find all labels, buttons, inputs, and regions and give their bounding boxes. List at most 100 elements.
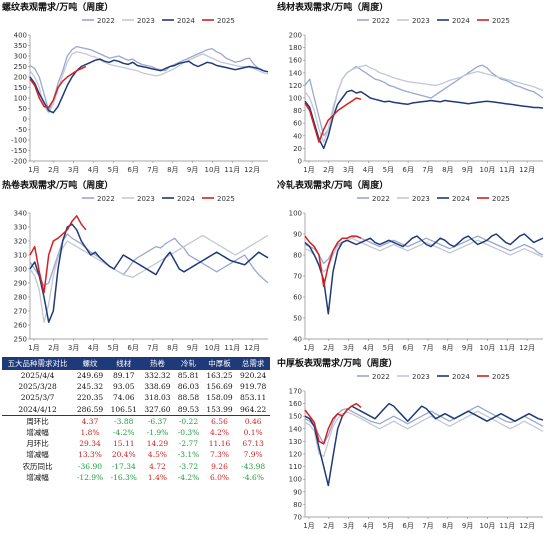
y-tick-label: 0 <box>298 158 302 166</box>
table-cell: 6.56 <box>202 414 237 427</box>
table-cell: 4.72 <box>149 461 166 471</box>
x-tick-label: 5月 <box>383 166 394 174</box>
legend-label: 2025 <box>217 195 235 203</box>
y-tick-label: 280 <box>14 294 27 302</box>
y-tick-label: 150 <box>289 413 302 421</box>
table-cell: 29.34 <box>79 439 101 449</box>
series-line-2024 <box>29 223 269 323</box>
chart-svg: 2022 2023 2024 2025 0 20 40 60 80 100 120 140 160 180… <box>289 17 544 174</box>
table-cell: 11.16 <box>208 439 231 449</box>
x-tick-label: 11月 <box>224 344 240 352</box>
chart-cold-rolled: 冷轧表观需求/万吨（周度） 2022 2023 2024 2025 40 50 60 70 80… <box>275 178 550 356</box>
table-cell: 88.58 <box>177 393 200 403</box>
x-tick-label: 1月 <box>28 344 39 352</box>
x-tick-label: 12月 <box>519 344 535 352</box>
x-tick-label: 11月 <box>499 344 515 352</box>
y-tick-label: 50 <box>293 315 302 323</box>
x-tick-label: 12月 <box>519 166 535 174</box>
table-row: 2025/3/7 220.35 74.06 318.03 88.58 158.09 853.… <box>2 392 270 403</box>
x-tick-label: 1月 <box>303 166 314 174</box>
table-cell: -3.1% <box>177 450 200 460</box>
table-row: 增减幅 13.3% 20.4% 4.5% -3.1% 7.3% 7.9% <box>2 449 270 460</box>
x-tick-label: 3月 <box>68 344 79 352</box>
y-tick-label: 340 <box>14 210 27 218</box>
legend-label: 2023 <box>412 195 430 203</box>
y-tick-label: 40 <box>293 336 302 344</box>
y-tick-label: 60 <box>293 294 302 302</box>
series-line-2022 <box>29 233 269 287</box>
y-tick-label: 70 <box>293 273 302 281</box>
table-cell: 9.26 <box>211 461 228 471</box>
x-tick-label: 3月 <box>343 166 354 174</box>
y-tick-label: -100 <box>11 137 27 145</box>
series-line-2023 <box>304 410 544 458</box>
legend-label: 2025 <box>492 17 510 25</box>
table-header-cell: 热卷 <box>140 357 175 370</box>
x-tick-label: 6月 <box>127 344 138 352</box>
table-cell: 89.17 <box>113 371 135 381</box>
x-tick-label: 3月 <box>343 344 354 352</box>
table-cell: -4.6% <box>242 472 264 482</box>
table-header-cell: 线材 <box>106 357 141 370</box>
chart-wire: 线材表观需求/万吨（周度） 2022 2023 2024 2025 0 20 40 60 80 1… <box>275 0 550 178</box>
series-line-2024 <box>304 89 544 150</box>
table-cell: 0.46 <box>236 414 270 427</box>
table-cell: -0.22 <box>174 414 203 427</box>
x-tick-label: 8月 <box>167 344 178 352</box>
table-cell: -2.77 <box>178 439 199 449</box>
x-tick-label: 6月 <box>127 166 138 174</box>
table-cell: -4.2% <box>112 428 135 438</box>
x-tick-label: 9月 <box>187 344 198 352</box>
table-cell: 245.32 <box>76 382 104 392</box>
x-tick-label: 12月 <box>519 522 535 530</box>
y-tick-label: 0 <box>23 116 27 124</box>
y-tick-label: 90 <box>293 488 302 496</box>
y-tick-label: 80 <box>293 252 302 260</box>
table-cell: 15.11 <box>113 439 135 449</box>
legend-label: 2023 <box>412 373 430 381</box>
y-tick-label: 270 <box>14 308 27 316</box>
y-tick-label: 160 <box>289 57 302 65</box>
x-tick-label: 2月 <box>323 522 334 530</box>
table-cell: 7.9% <box>243 450 263 460</box>
legend-label: 2023 <box>137 195 155 203</box>
table-cell: 14.29 <box>146 439 169 449</box>
y-tick-label: 330 <box>14 224 27 232</box>
x-tick-label: 10月 <box>205 344 221 352</box>
x-tick-label: 1月 <box>303 344 314 352</box>
y-tick-label: 140 <box>289 425 302 433</box>
x-tick-label: 8月 <box>167 166 178 174</box>
table-cell: 1.8% <box>80 428 100 438</box>
demand-comparison-table: 五大品种需求对比 螺纹 线材 热卷 冷轧 中厚板 总需求 2025/4/4 249… <box>2 357 270 483</box>
table-cell: 318.03 <box>144 393 171 403</box>
x-tick-label: 12月 <box>244 166 260 174</box>
table-cell: 13.3% <box>78 450 102 460</box>
series-line-2025 <box>29 65 87 109</box>
series-line-2024 <box>29 58 269 114</box>
legend-label: 2023 <box>412 17 430 25</box>
y-tick-label: 140 <box>289 69 302 77</box>
row-label: 增减幅 <box>26 428 49 438</box>
row-label: 农历同比 <box>22 461 53 471</box>
x-tick-label: 3月 <box>343 522 354 530</box>
table-row: 月环比 29.34 15.11 14.29 -2.77 11.16 67.13 <box>2 438 270 449</box>
x-tick-label: 8月 <box>442 522 453 530</box>
chart-rebar: 螺纹表观需求/万吨（周度） 2022 2023 2024 2025 -200 -150 -1… <box>0 0 275 178</box>
x-tick-label: 2月 <box>323 166 334 174</box>
y-tick-label: 60 <box>293 120 302 128</box>
legend-label: 2025 <box>492 195 510 203</box>
x-tick-label: 4月 <box>88 166 99 174</box>
x-tick-label: 5月 <box>108 344 119 352</box>
x-tick-label: 10月 <box>480 166 496 174</box>
legend-label: 2022 <box>372 373 390 381</box>
row-label: 2025/3/7 <box>20 393 55 403</box>
y-tick-label: 150 <box>14 84 27 92</box>
table-cell: 106.51 <box>110 404 137 414</box>
table-cell: 86.03 <box>177 382 200 392</box>
x-tick-label: 1月 <box>28 166 39 174</box>
table-cell: 6.0% <box>209 472 230 482</box>
y-tick-label: 100 <box>289 210 302 218</box>
x-tick-label: 8月 <box>442 344 453 352</box>
row-label: 2025/3/28 <box>18 382 57 392</box>
chart-svg: 2022 2023 2024 2025 -200 -150 -100 -50 0 50 100 150… <box>11 17 269 174</box>
